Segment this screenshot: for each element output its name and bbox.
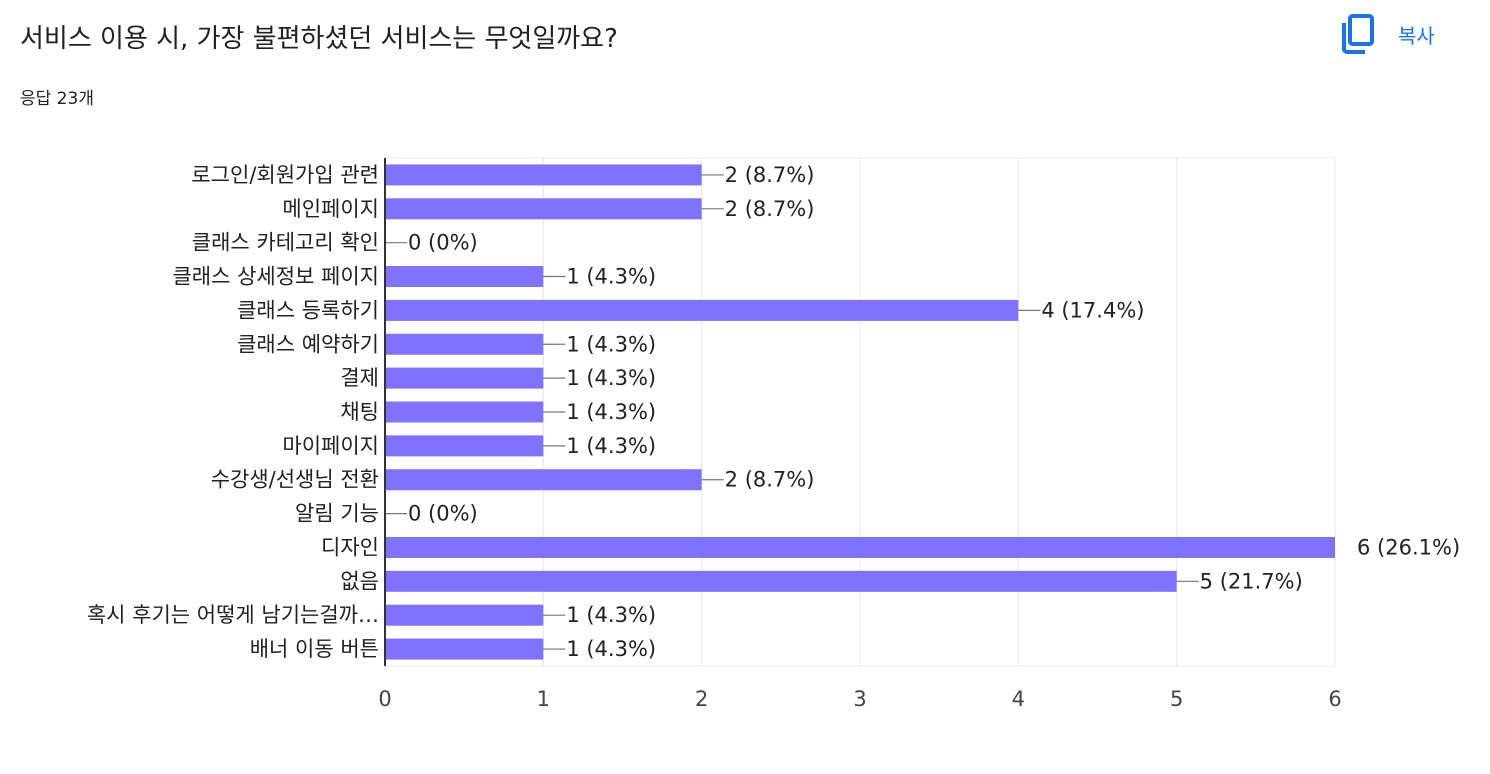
x-tick-label: 6 <box>1328 687 1341 711</box>
data-label: 2 (8.7%) <box>725 468 815 492</box>
bar <box>385 638 544 660</box>
category-label: 클래스 등록하기 <box>237 298 379 322</box>
copy-button[interactable]: 복사 <box>1340 12 1435 56</box>
category-label: 마이페이지 <box>282 434 379 458</box>
category-label: 결제 <box>340 366 379 390</box>
data-label: 0 (0%) <box>408 231 478 255</box>
data-label: 1 (4.3%) <box>566 366 656 390</box>
data-label: 0 (0%) <box>408 502 478 526</box>
category-label: 클래스 예약하기 <box>237 332 379 356</box>
category-label: 클래스 카테고리 확인 <box>192 231 379 255</box>
data-label: 1 (4.3%) <box>566 434 656 458</box>
x-tick-label: 2 <box>695 687 708 711</box>
category-label: 클래스 상세정보 페이지 <box>172 265 379 289</box>
data-label: 5 (21.7%) <box>1200 569 1303 593</box>
data-label: 4 (17.4%) <box>1041 298 1144 322</box>
data-label: 2 (8.7%) <box>725 197 815 221</box>
bar <box>385 299 1019 321</box>
bar <box>385 198 702 220</box>
response-count: 응답 23개 <box>20 89 94 109</box>
x-tick-label: 0 <box>378 687 391 711</box>
bar <box>385 367 544 389</box>
category-label: 로그인/회원가입 관련 <box>191 163 379 187</box>
x-tick-label: 4 <box>1012 687 1025 711</box>
data-label: 6 (26.1%) <box>1357 535 1460 559</box>
copy-label: 복사 <box>1398 23 1435 48</box>
x-tick-label: 3 <box>853 687 866 711</box>
category-label: 채팅 <box>340 400 379 424</box>
category-label: 없음 <box>340 569 379 593</box>
category-label: 배너 이동 버튼 <box>250 637 379 661</box>
bar <box>385 536 1335 558</box>
bar <box>385 401 544 423</box>
x-tick-label: 5 <box>1170 687 1183 711</box>
data-label: 1 (4.3%) <box>566 637 656 661</box>
bar <box>385 164 702 186</box>
category-label: 메인페이지 <box>282 197 379 221</box>
category-label: 수강생/선생님 전환 <box>211 468 379 492</box>
data-label: 1 (4.3%) <box>566 603 656 627</box>
x-tick-label: 1 <box>537 687 550 711</box>
copy-icon <box>1342 14 1374 54</box>
bar <box>385 570 1177 592</box>
data-label: 1 (4.3%) <box>566 400 656 424</box>
category-label: 혹시 후기는 어떻게 남기는걸까… <box>87 603 379 627</box>
data-label: 1 (4.3%) <box>566 265 656 289</box>
data-label: 1 (4.3%) <box>566 332 656 356</box>
bar <box>385 604 544 626</box>
category-label: 디자인 <box>321 535 379 559</box>
question-title: 서비스 이용 시, 가장 불편하셨던 서비스는 무엇일까요? <box>20 24 618 54</box>
bar <box>385 266 544 288</box>
data-label: 2 (8.7%) <box>725 163 815 187</box>
category-label: 알림 기능 <box>295 502 379 526</box>
bar <box>385 333 544 355</box>
bar <box>385 435 544 457</box>
bar <box>385 469 702 491</box>
